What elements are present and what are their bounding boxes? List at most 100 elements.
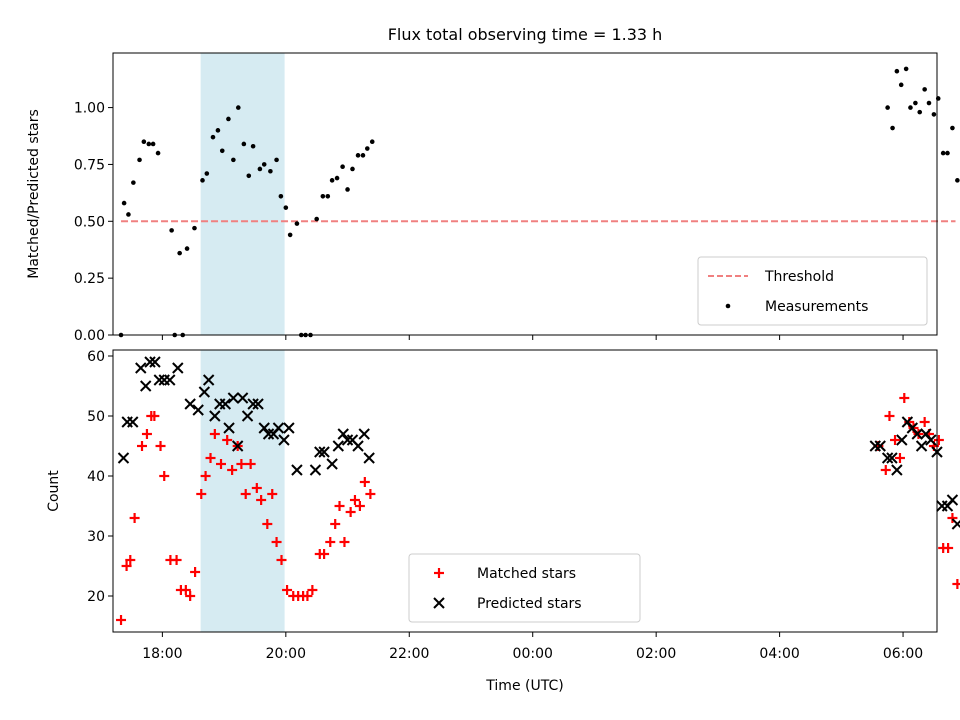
matched-star-point [359, 477, 370, 487]
predicted-star-point [891, 464, 903, 476]
predicted-star-point [198, 386, 211, 398]
predicted-star-point [202, 374, 215, 386]
matched-star-point [952, 579, 960, 589]
measurement-point [261, 162, 267, 167]
predicted-star-point [278, 434, 290, 446]
matched-star-point [349, 495, 360, 505]
bottom-x-ticks: 18:00 20:00 22:00 00:00 02:00 04:00 06:00 [142, 632, 923, 662]
legend-predicted-swatch [433, 597, 445, 609]
matched-star-point [116, 615, 127, 625]
predicted-star-point [314, 446, 326, 458]
predicted-star-point [231, 440, 244, 452]
measurement-point [226, 116, 231, 122]
legend-matched-label: Matched stars [477, 566, 576, 582]
x-axis-label: Time (UTC) [485, 678, 563, 694]
bottom-y-axis-label: Count [46, 470, 62, 512]
predicted-star-point [172, 362, 184, 374]
predicted-star-point [184, 398, 196, 410]
measurement-point [926, 100, 932, 106]
bottom-legend-box [408, 553, 641, 623]
x-tick-label: 00:00 [513, 646, 553, 662]
measurement-point [283, 205, 289, 210]
matched-star-point [262, 519, 273, 529]
predicted-star-point [227, 392, 240, 404]
y-tick-label: 0.50 [74, 214, 105, 230]
matched-star-point [943, 543, 954, 553]
matched-star-point [933, 435, 944, 445]
predicted-star-point [911, 428, 923, 440]
y-tick-label: 1.00 [74, 101, 105, 117]
predicted-star-point [144, 356, 156, 368]
measurement-point [917, 109, 923, 115]
measurement-point [210, 134, 216, 140]
legend-matched-swatch [434, 568, 444, 578]
predicted-star-point [318, 446, 330, 458]
measurement-point [898, 82, 904, 88]
predicted-star-point [140, 380, 152, 392]
matched-star-point [880, 465, 891, 475]
matched-star-point [365, 489, 376, 499]
matched-star-point [890, 435, 901, 445]
top-y-ticks: 0.00 0.25 0.50 0.75 1.00 [74, 101, 113, 344]
bottom-plot-area [112, 349, 938, 633]
matched-star-point [245, 459, 256, 469]
bottom-legend: Matched stars Predicted stars [408, 553, 641, 623]
matched-star-point [185, 591, 196, 601]
matched-star-point [282, 585, 293, 595]
measurement-point [287, 232, 293, 238]
measurement-point [950, 125, 955, 131]
y-tick-label: 0.75 [74, 157, 105, 173]
measurement-point [314, 216, 319, 222]
measurement-point [340, 164, 345, 170]
predicted-star-point [881, 452, 894, 464]
measurement-point [945, 150, 950, 156]
measurement-point [908, 105, 913, 110]
measurement-point [940, 150, 946, 156]
y-tick-label: 0.25 [74, 271, 105, 287]
measurement-point [922, 87, 927, 92]
predicted-stars-points [117, 356, 960, 530]
matched-star-point [196, 489, 207, 499]
predicted-star-point [363, 452, 375, 464]
matched-star-point [171, 555, 182, 565]
legend-x-marker [433, 597, 445, 609]
y-tick-label: 40 [87, 469, 105, 485]
measurement-point [137, 157, 142, 163]
y-tick-label: 20 [87, 589, 105, 605]
predicted-star-point [291, 464, 303, 476]
matched-star-point [190, 567, 201, 577]
measurement-point [231, 157, 236, 163]
predicted-star-point [121, 416, 133, 428]
x-tick-label: 18:00 [142, 646, 182, 662]
matched-star-point [155, 441, 166, 451]
predicted-star-point [158, 374, 170, 386]
measurement-point [369, 139, 375, 144]
matched-star-point [325, 537, 336, 547]
matched-star-point [180, 585, 191, 595]
y-tick-label: 50 [87, 409, 105, 425]
predicted-star-point [149, 356, 161, 368]
measurement-point [885, 105, 890, 110]
matched-star-point [319, 549, 330, 559]
predicted-star-point [164, 374, 176, 386]
measurement-point [329, 178, 335, 183]
measurement-point [364, 146, 370, 151]
count-panel: 20 30 40 50 60 18:00 20:00 22:00 00:00 02:00 04:0… [46, 349, 960, 694]
measurement-point [360, 153, 366, 158]
matched-star-point [240, 489, 251, 499]
matched-star-point [345, 507, 356, 517]
predicted-star-point [223, 422, 235, 434]
matched-star-point [947, 513, 958, 523]
predicted-star-point [925, 434, 937, 446]
measurement-point [121, 200, 127, 206]
matched-star-point [354, 501, 365, 511]
measurement-point [955, 178, 960, 183]
predicted-star-point [153, 374, 165, 386]
measurement-point [184, 246, 190, 251]
matched-star-point [256, 495, 267, 505]
matched-star-point [141, 429, 152, 439]
matched-star-point [267, 489, 278, 499]
predicted-star-point [135, 362, 147, 374]
top-x-ticks [161, 335, 904, 340]
